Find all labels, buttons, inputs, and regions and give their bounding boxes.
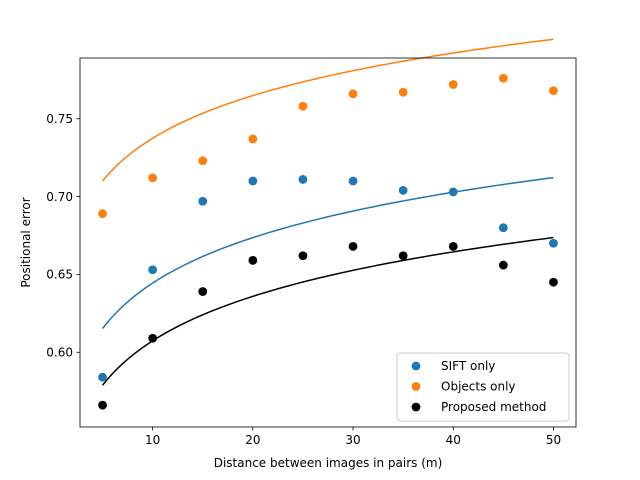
point-1-5 <box>348 89 358 99</box>
y-tick-label: 0.75 <box>46 112 73 126</box>
fit-line-1 <box>101 38 554 182</box>
point-1-2 <box>198 156 208 166</box>
point-2-7 <box>448 241 458 251</box>
point-2-0 <box>98 400 107 410</box>
data-points <box>98 73 558 410</box>
point-0-3 <box>248 176 258 186</box>
point-0-9 <box>549 238 558 248</box>
point-1-7 <box>448 80 458 89</box>
legend-label-2: Proposed method <box>441 400 546 414</box>
point-0-5 <box>348 176 358 186</box>
point-2-9 <box>549 277 558 287</box>
point-1-0 <box>98 209 107 219</box>
point-1-8 <box>498 73 508 83</box>
y-tick-label: 0.65 <box>46 268 73 282</box>
fit-lines <box>101 38 554 386</box>
point-1-4 <box>298 101 308 111</box>
point-2-5 <box>348 241 358 251</box>
y-tick-label: 0.60 <box>46 345 73 359</box>
point-0-7 <box>448 187 458 197</box>
point-1-6 <box>398 87 408 97</box>
legend-marker-2 <box>411 402 421 412</box>
x-tick-label: 30 <box>345 433 360 447</box>
point-0-8 <box>498 223 508 233</box>
point-2-8 <box>498 260 508 270</box>
point-0-2 <box>198 196 208 206</box>
point-2-1 <box>148 333 158 343</box>
point-2-6 <box>398 251 408 261</box>
y-axis-ticks: 0.60 0.65 0.70 0.75 <box>46 112 80 359</box>
y-tick-label: 0.70 <box>46 190 73 204</box>
legend-box <box>396 352 570 422</box>
point-1-9 <box>549 86 558 96</box>
legend-marker-0 <box>411 361 421 371</box>
point-1-1 <box>148 173 158 183</box>
point-0-1 <box>148 265 158 275</box>
point-1-3 <box>248 134 258 144</box>
legend: SIFT only Objects only Proposed method <box>396 352 570 422</box>
plot-frame <box>79 57 577 428</box>
legend-label-1: Objects only <box>441 380 516 394</box>
point-0-0 <box>98 372 107 382</box>
legend-marker-1 <box>411 382 421 391</box>
point-2-2 <box>198 287 208 296</box>
y-axis-label: Positional error <box>19 197 33 287</box>
point-0-4 <box>298 175 308 184</box>
x-axis-label: Distance between images in pairs (m) <box>214 456 443 470</box>
point-0-6 <box>398 185 408 195</box>
x-tick-label: 50 <box>546 433 561 447</box>
legend-label-0: SIFT only <box>441 359 495 373</box>
point-2-3 <box>248 256 258 265</box>
fit-line-0 <box>101 176 554 329</box>
x-tick-label: 20 <box>245 433 260 447</box>
fit-line-2 <box>101 236 554 386</box>
point-2-4 <box>298 251 308 261</box>
x-tick-label: 10 <box>145 433 160 447</box>
x-axis-ticks: 10 20 30 40 50 <box>145 427 561 447</box>
x-tick-label: 40 <box>446 433 461 447</box>
